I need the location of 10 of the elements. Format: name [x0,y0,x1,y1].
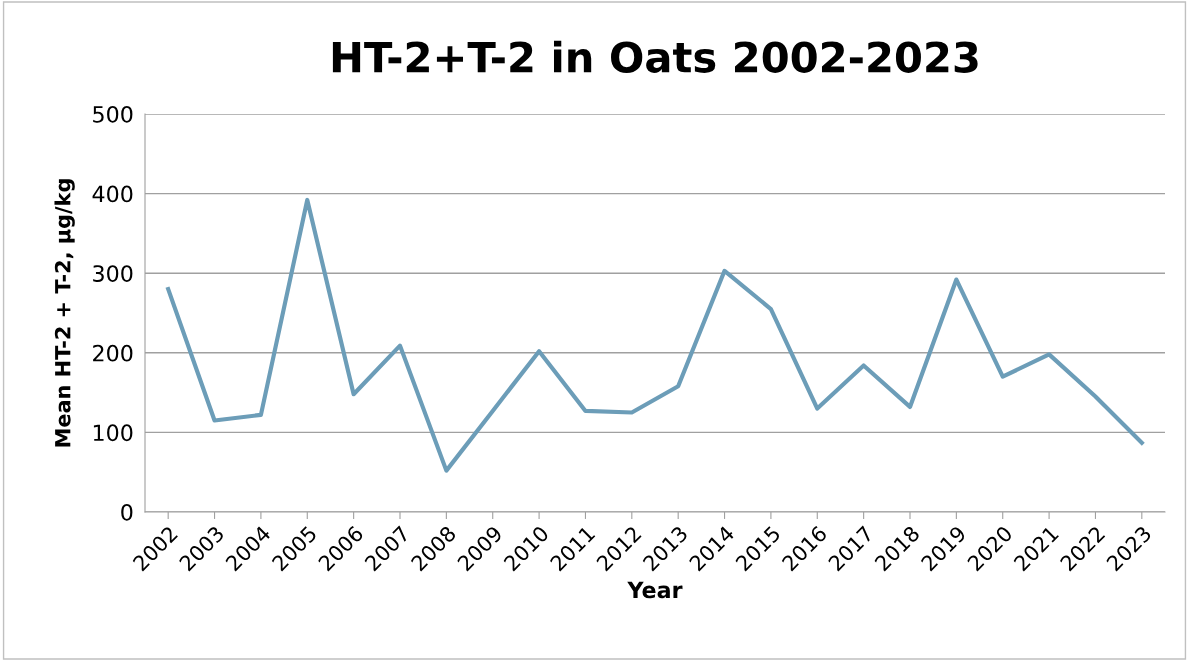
y-tick-label: 0 [121,503,133,521]
y-tick-label: 300 [93,265,133,282]
x-axis-title: Year [627,581,683,599]
chart-title: HT-2+T-2 in Oats 2002-2023 [332,40,978,73]
line-series [166,197,1144,473]
y-tick-label: 400 [92,185,133,203]
y-axis-title: Mean HT-2 + T-2, µg/kg [54,179,75,447]
y-tick-label: 100 [93,424,133,442]
y-tick-label: 500 [93,105,133,123]
y-tick-label: 200 [93,344,133,362]
